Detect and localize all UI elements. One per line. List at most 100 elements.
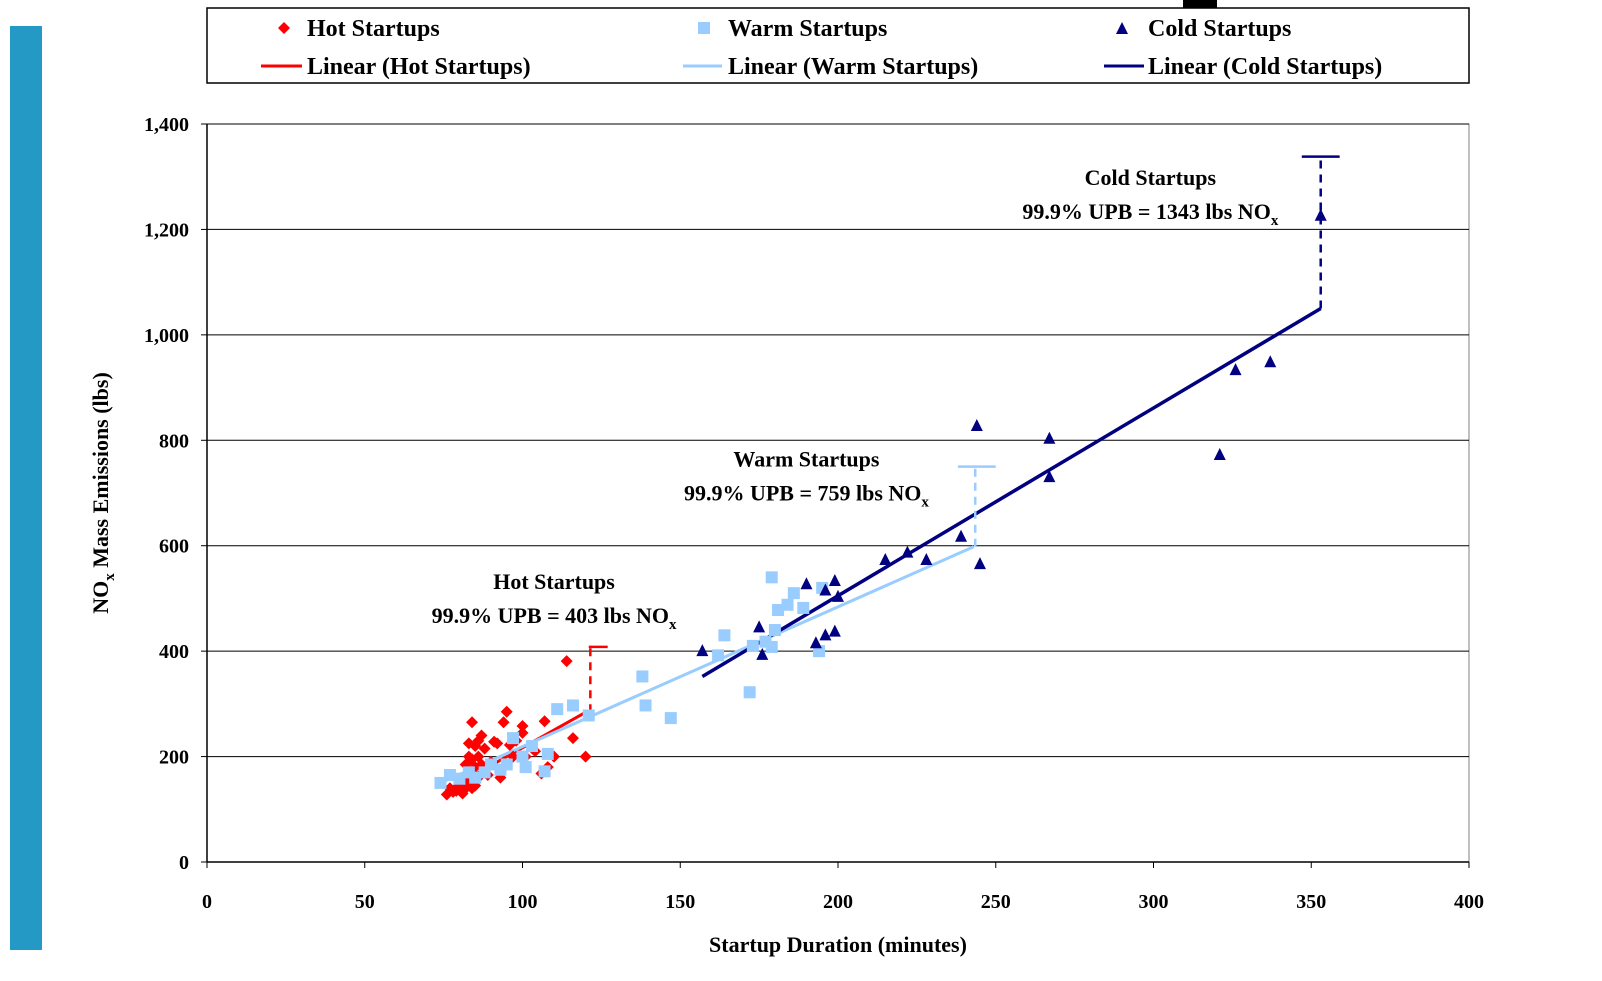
annotation-upb-sub: x	[669, 617, 677, 633]
point-warm	[765, 571, 778, 584]
annotation-title-hot: Hot Startups	[493, 569, 615, 594]
y-tick-label: 400	[159, 641, 189, 663]
y-axis-title-sub: x	[102, 573, 118, 581]
point-cold	[879, 552, 892, 565]
gridlines	[207, 123, 1469, 758]
legend-label-cold: Cold Startups	[1148, 16, 1291, 42]
legend-label-warm: Warm Startups	[728, 16, 887, 42]
point-hot	[516, 726, 529, 739]
point-cold	[828, 624, 841, 637]
point-warm	[768, 624, 781, 637]
point-hot	[579, 750, 592, 763]
y-tick-label: 800	[159, 430, 189, 452]
point-warm	[582, 709, 595, 722]
point-warm	[507, 732, 520, 745]
legend-label-warm-linear: Linear (Warm Startups)	[728, 54, 978, 80]
annotation-upb-hot: 99.9% UPB = 403 lbs NOx	[432, 603, 677, 633]
x-tick-label: 350	[1296, 891, 1326, 913]
point-cold	[696, 644, 709, 657]
point-warm	[484, 758, 497, 771]
y-tick-label: 1,400	[144, 114, 189, 136]
point-cold	[1213, 448, 1226, 461]
annotation-upb-sub: x	[921, 495, 929, 511]
point-warm	[787, 587, 800, 600]
x-tick-label: 300	[1139, 891, 1169, 913]
point-warm	[516, 750, 529, 763]
point-hot	[560, 655, 573, 668]
trendlines	[439, 306, 1322, 792]
y-tick-label: 1,200	[144, 219, 189, 241]
x-axis-title: Startup Duration (minutes)	[709, 932, 967, 957]
point-hot	[478, 742, 491, 755]
point-cold	[970, 419, 983, 432]
point-warm	[639, 699, 652, 712]
point-cold	[901, 545, 914, 558]
point-warm	[718, 629, 731, 642]
point-cold	[828, 574, 841, 587]
legend-label-hot: Hot Startups	[307, 16, 440, 42]
point-cold	[1229, 363, 1242, 376]
x-tick-label: 250	[981, 891, 1011, 913]
legend-warm-marker	[698, 22, 710, 34]
point-hot	[491, 737, 504, 750]
point-cold	[819, 628, 832, 641]
trendline-cold	[701, 306, 1322, 678]
upb-markers	[588, 155, 1340, 713]
top-edge-glyph	[1183, 0, 1217, 8]
annotation-upb-main: 99.9% UPB = 759 lbs NO	[684, 481, 921, 506]
annotation-title-warm: Warm Startups	[733, 447, 880, 472]
point-cold	[753, 620, 766, 633]
y-tick-label: 200	[159, 747, 189, 769]
point-hot	[538, 715, 551, 728]
point-warm	[453, 772, 466, 785]
point-warm	[712, 649, 725, 662]
point-warm	[746, 639, 759, 652]
point-warm	[797, 601, 810, 614]
point-warm	[541, 747, 554, 760]
x-tick-label: 0	[202, 891, 212, 913]
legend-cold-marker	[1116, 22, 1128, 34]
point-warm	[664, 712, 677, 725]
point-cold	[756, 647, 769, 660]
y-axis-title-rest: Mass Emissions (lbs)	[88, 372, 113, 573]
y-tick-label: 0	[179, 852, 189, 874]
data-points	[434, 208, 1327, 801]
point-hot	[497, 716, 510, 729]
point-warm	[500, 758, 513, 771]
annotation-upb-sub: x	[1271, 213, 1279, 229]
point-cold	[955, 529, 968, 542]
annotation-upb-warm: 99.9% UPB = 759 lbs NOx	[684, 481, 929, 511]
point-warm	[434, 776, 447, 789]
y-axis-title: NOx Mass Emissions (lbs)	[88, 372, 118, 614]
legend-label-hot-linear: Linear (Hot Startups)	[307, 54, 531, 80]
point-hot	[516, 719, 529, 732]
annotation-upb-main: 99.9% UPB = 403 lbs NO	[432, 603, 669, 628]
legend-label-cold-linear: Linear (Cold Startups)	[1148, 54, 1382, 80]
legend: Hot Startups Warm Startups Cold Startups…	[206, 7, 1470, 84]
point-warm	[781, 598, 794, 611]
y-axis: 0 200 400 600 800 1,000 1,200 1,400	[144, 114, 208, 874]
x-axis: 0 50 100 150 200 250 300 350 400	[202, 861, 1484, 913]
x-tick-label: 400	[1454, 891, 1484, 913]
point-warm	[743, 686, 756, 699]
legend-box	[206, 7, 1470, 84]
point-hot	[566, 732, 579, 745]
legend-hot-marker	[278, 22, 290, 34]
point-hot	[466, 716, 479, 729]
x-tick-label: 200	[823, 891, 853, 913]
point-hot	[500, 705, 513, 718]
point-warm	[538, 765, 551, 778]
point-warm	[525, 740, 538, 753]
side-accent-bar	[10, 26, 42, 950]
point-warm	[765, 640, 778, 653]
y-tick-label: 600	[159, 536, 189, 558]
point-warm	[566, 699, 579, 712]
point-warm	[443, 769, 456, 782]
y-tick-label: 1,000	[144, 325, 189, 347]
x-tick-label: 50	[355, 891, 375, 913]
point-warm	[636, 670, 649, 683]
point-hot	[475, 729, 488, 742]
annotation-upb-cold: 99.9% UPB = 1343 lbs NOx	[1022, 199, 1278, 229]
